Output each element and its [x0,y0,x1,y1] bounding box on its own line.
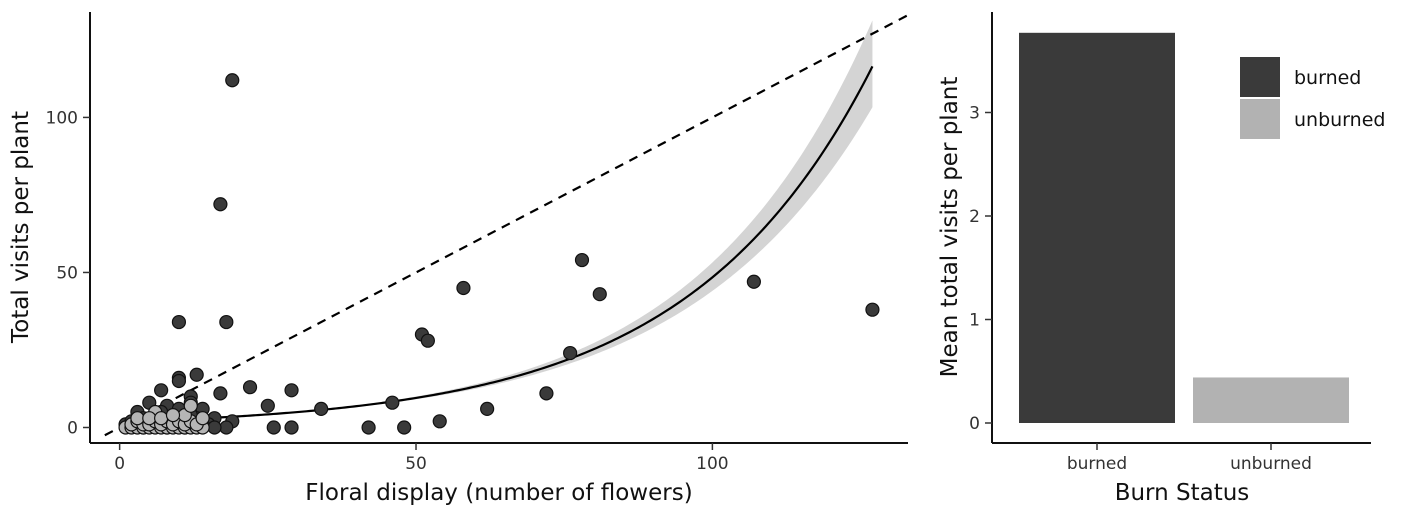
burned-point [260,398,275,413]
burned-point [385,395,400,410]
scatter-panel: 0 50 100 0 50 100 Floral display (number… [8,12,909,506]
burned-point [361,420,376,435]
burned-point [219,314,234,330]
burned-point [219,420,234,435]
x-tick-label: 0 [114,454,125,474]
burned-point [746,274,761,289]
x-tick-label: 50 [405,454,427,474]
burned-point [213,386,228,401]
bar-panel: 0 1 2 3 burned unburned burned unburned … [937,12,1385,506]
burned-point [266,420,281,435]
reference-line [104,14,909,437]
scatter-x-axis-title: Floral display (number of flowers) [305,480,692,506]
scatter-y-ticks: 0 50 100 [46,108,90,438]
burned-point [865,302,880,317]
burned-point [213,197,228,212]
burned-point [225,73,240,88]
scatter-x-ticks: 0 50 100 [114,443,729,474]
bar-x-ticks: burned unburned [1067,443,1312,474]
burned-point [171,314,187,330]
unburned-points [118,398,210,435]
burned-point [592,287,607,302]
burned-point [432,414,447,429]
y-tick-label: 100 [46,108,78,128]
reference-line-group [104,14,909,437]
burned-point [171,373,187,389]
burned-point [207,420,222,435]
y-tick-label: 0 [67,418,78,438]
burned-point [397,420,412,435]
burned-point [189,367,204,382]
bar-x-tick-label: unburned [1230,454,1312,474]
legend-label-burned: burned [1294,67,1361,89]
bar-y-axis-title: Mean total visits per plant [937,77,963,378]
bar-y-tick-label: 2 [969,207,980,227]
bar-y-tick-label: 3 [969,104,980,124]
bar-y-ticks: 0 1 2 3 [969,104,992,434]
burned-point [284,420,299,435]
legend-key-unburned [1240,99,1280,139]
burned-point [242,380,258,395]
y-tick-label: 50 [56,263,78,283]
unburned-point [195,411,210,426]
unburned-point [183,398,198,413]
burned-point [154,383,169,398]
legend: burned unburned [1240,57,1385,139]
bar-x-axis-title: Burn Status [1115,480,1250,506]
bar-x-tick-label: burned [1067,454,1127,474]
unburned-point [130,411,145,426]
legend-key-burned [1240,57,1280,97]
burned-point [563,345,578,361]
legend-label-unburned: unburned [1294,109,1385,131]
burned-point [420,333,435,348]
burned-point [456,280,471,296]
burned-point [539,386,554,401]
unburned-point [142,411,157,426]
bar-burned [1019,32,1175,424]
scatter-y-axis-title: Total visits per plant [8,111,34,344]
bar-y-tick-label: 1 [969,311,980,331]
fit-curve [119,65,874,423]
unburned-point [165,407,181,423]
burned-point [480,401,495,416]
burned-point [314,401,329,416]
unburned-point [154,411,169,426]
bar-y-tick-label: 0 [969,414,980,434]
burned-point [284,383,299,398]
bar-unburned [1193,377,1349,423]
fit-curve-group [119,65,874,423]
burned-point [574,252,590,268]
x-tick-label: 100 [696,454,728,474]
